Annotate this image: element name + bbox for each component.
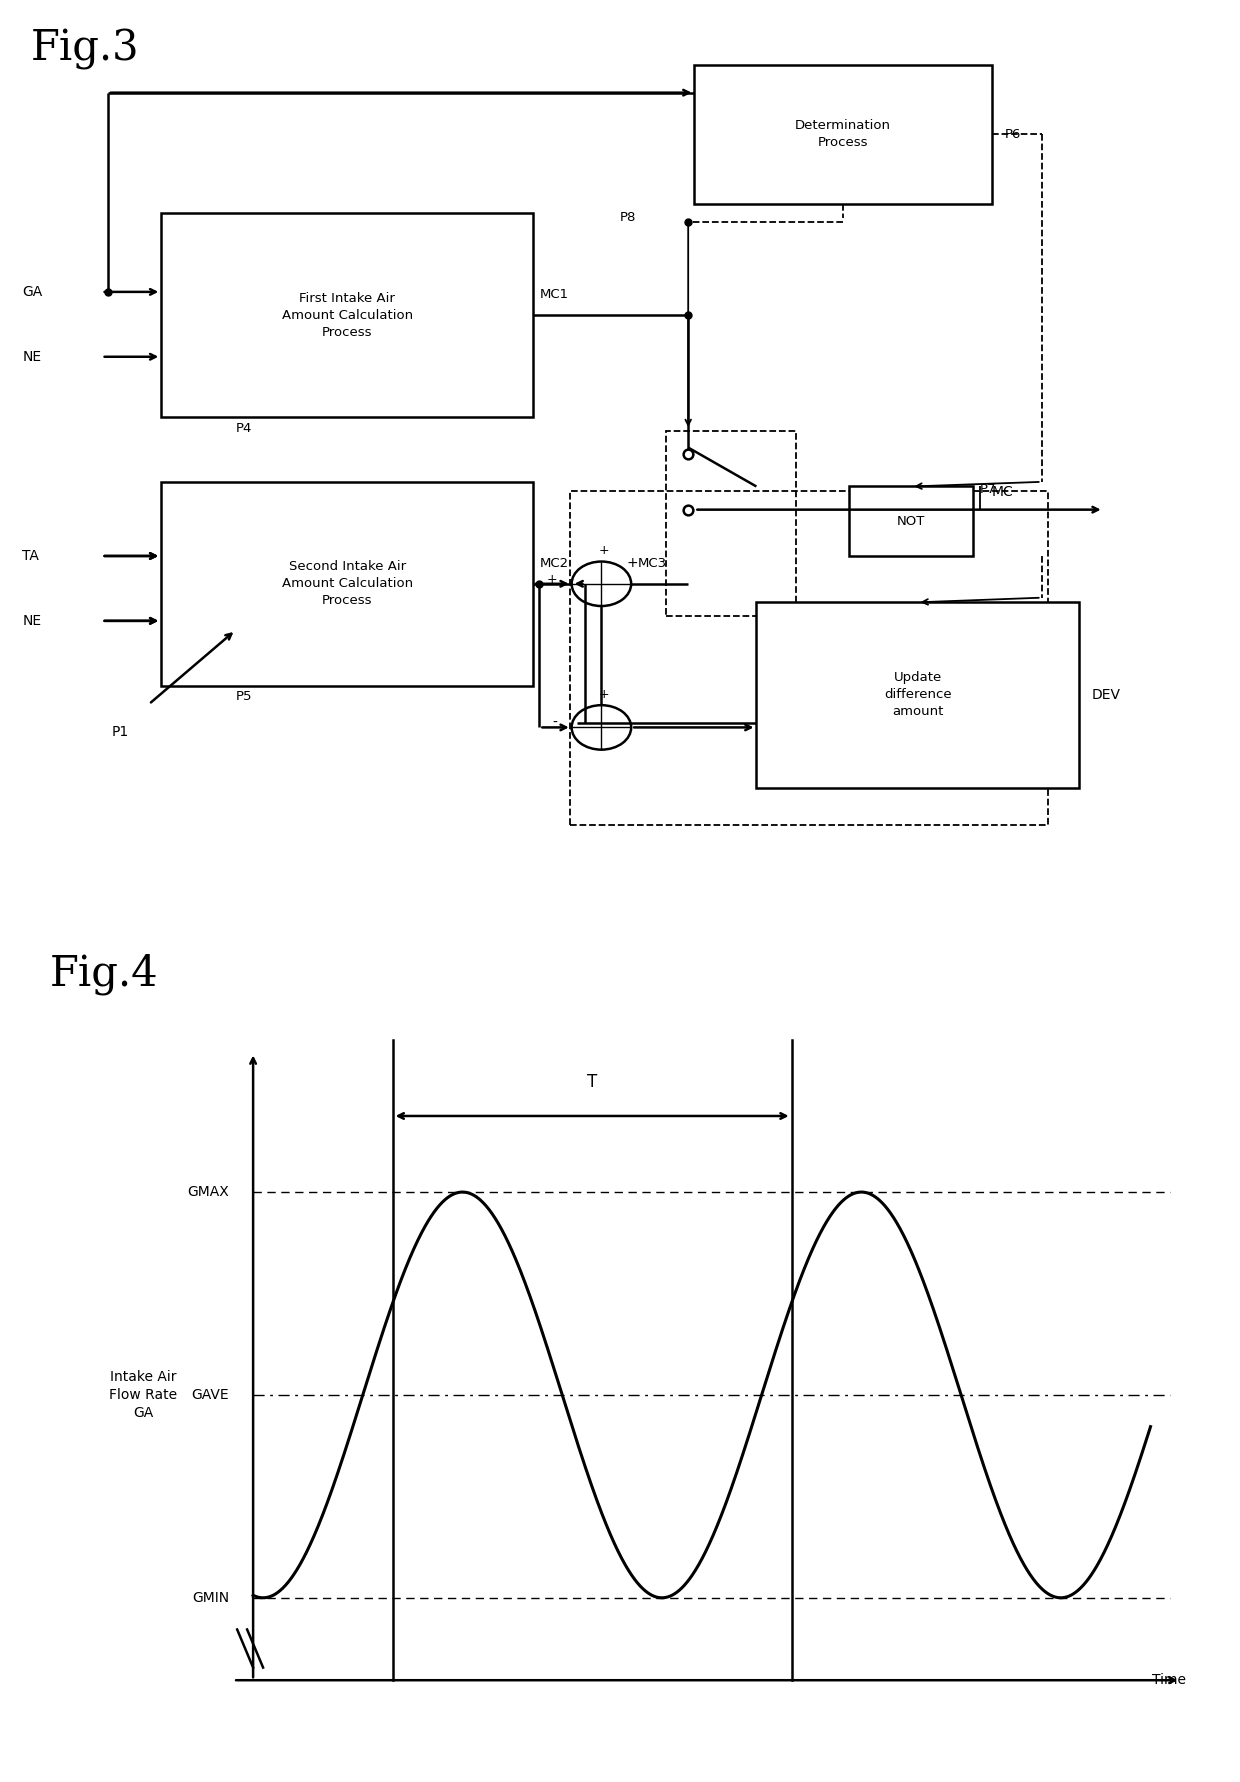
Text: NE: NE <box>22 613 41 627</box>
FancyBboxPatch shape <box>756 602 1079 788</box>
Text: P1: P1 <box>112 725 129 740</box>
Text: P4: P4 <box>236 422 252 435</box>
Text: -: - <box>552 716 557 731</box>
Text: Intake Air
Flow Rate
GA: Intake Air Flow Rate GA <box>109 1370 177 1420</box>
FancyBboxPatch shape <box>161 481 533 686</box>
Text: Time: Time <box>1152 1673 1187 1688</box>
Text: GA: GA <box>22 285 42 299</box>
FancyBboxPatch shape <box>694 64 992 203</box>
Text: MC: MC <box>992 485 1014 499</box>
Text: +: + <box>599 688 609 700</box>
Text: Update
difference
amount: Update difference amount <box>884 672 951 718</box>
Text: P6: P6 <box>1004 128 1021 141</box>
Text: MC2: MC2 <box>539 558 568 570</box>
Text: MC1: MC1 <box>539 289 568 301</box>
Text: P7: P7 <box>980 483 996 495</box>
Text: TA: TA <box>22 549 40 563</box>
Text: T: T <box>587 1073 598 1091</box>
Text: GMIN: GMIN <box>192 1591 229 1606</box>
Text: GAVE: GAVE <box>191 1388 229 1402</box>
Text: +: + <box>626 556 637 570</box>
Text: Fig.3: Fig.3 <box>31 29 140 69</box>
Text: +: + <box>546 572 557 586</box>
FancyBboxPatch shape <box>161 214 533 417</box>
Text: MC3: MC3 <box>637 558 666 570</box>
FancyBboxPatch shape <box>849 486 973 556</box>
Text: P5: P5 <box>236 690 252 704</box>
Text: GMAX: GMAX <box>187 1185 229 1199</box>
Text: +: + <box>599 544 609 558</box>
Text: P8: P8 <box>620 212 636 225</box>
Text: Determination
Process: Determination Process <box>795 119 892 150</box>
Text: DEV: DEV <box>1091 688 1120 702</box>
Text: First Intake Air
Amount Calculation
Process: First Intake Air Amount Calculation Proc… <box>281 292 413 339</box>
Text: NOT: NOT <box>898 515 925 527</box>
Text: Fig.4: Fig.4 <box>50 953 159 996</box>
Text: NE: NE <box>22 349 41 364</box>
Text: Second Intake Air
Amount Calculation
Process: Second Intake Air Amount Calculation Pro… <box>281 560 413 608</box>
